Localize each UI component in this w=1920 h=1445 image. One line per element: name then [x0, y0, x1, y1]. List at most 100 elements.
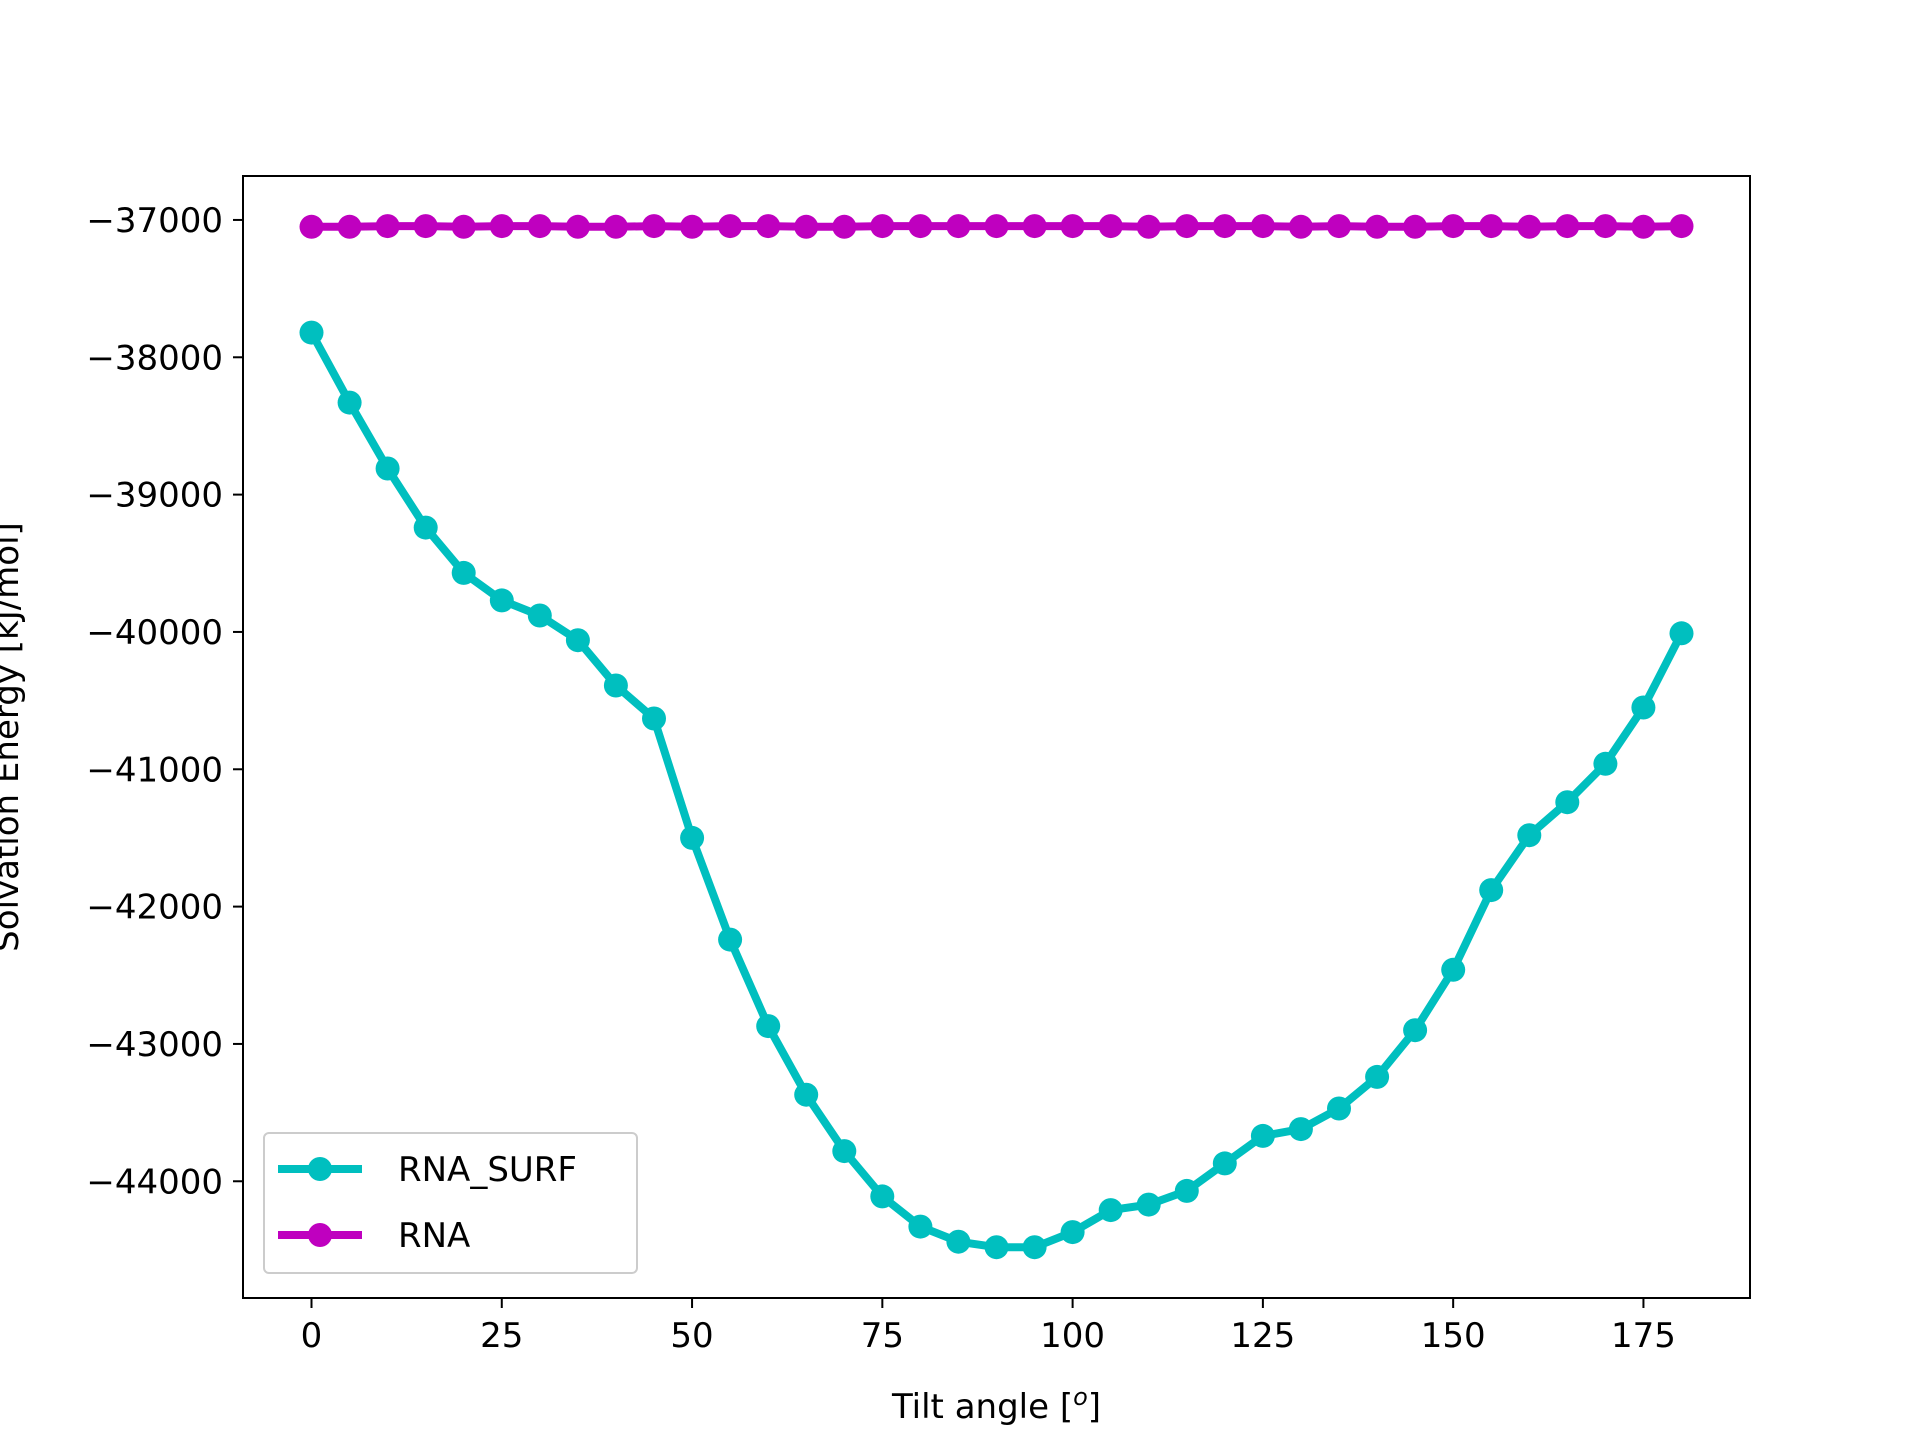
legend-items: RNA_SURF RNA — [278, 1150, 577, 1256]
data-point — [413, 515, 438, 540]
x-axis: 0 25 50 75 100 125 150 175 — [301, 1298, 1676, 1356]
data-point — [1631, 695, 1656, 720]
data-point — [642, 214, 666, 239]
data-point — [1669, 214, 1694, 239]
legend: RNA_SURF RNA — [263, 1132, 638, 1274]
data-point — [1631, 214, 1656, 239]
y-tick-label: −41000 — [86, 750, 223, 790]
data-point — [1327, 1096, 1351, 1121]
data-point — [527, 214, 552, 239]
data-point — [603, 673, 628, 698]
data-point — [756, 1014, 781, 1039]
legend-swatch-marker — [308, 1157, 332, 1181]
data-point — [1136, 214, 1161, 239]
data-point — [1441, 957, 1466, 982]
data-point — [642, 706, 666, 731]
data-point — [1593, 214, 1618, 239]
data-point — [1365, 1064, 1390, 1089]
data-point — [908, 214, 933, 239]
data-point — [1555, 214, 1580, 239]
data-point — [1098, 1198, 1123, 1223]
x-tick-label: 150 — [1421, 1316, 1486, 1356]
data-point — [908, 1214, 933, 1239]
data-point — [1174, 1178, 1199, 1203]
data-point — [870, 214, 895, 239]
data-point — [1669, 621, 1694, 646]
data-point — [337, 214, 362, 239]
data-point — [1174, 214, 1199, 239]
series-rna-surf — [299, 320, 1694, 1260]
data-point — [1403, 214, 1428, 239]
x-tick-label: 25 — [480, 1316, 523, 1356]
data-point — [1479, 214, 1504, 239]
x-tick-label: 0 — [301, 1316, 323, 1356]
data-point — [299, 214, 324, 239]
data-point — [451, 560, 476, 585]
data-point — [984, 214, 1009, 239]
data-point — [1441, 214, 1466, 239]
data-point — [1250, 1123, 1275, 1148]
data-point — [1288, 1117, 1313, 1142]
y-tick-label: −38000 — [86, 338, 223, 378]
y-axis: −37000 −38000 −39000 −40000 −41000 −42000 −430… — [86, 201, 243, 1202]
data-point — [756, 214, 781, 239]
data-point — [832, 1139, 857, 1164]
data-point — [1022, 214, 1047, 239]
x-tick-label: 75 — [861, 1316, 904, 1356]
plot-frame — [242, 175, 1751, 1299]
y-tick-label: −44000 — [86, 1162, 223, 1202]
data-point — [718, 927, 743, 952]
data-point — [375, 456, 400, 481]
data-point — [1060, 1220, 1085, 1245]
x-tick-label: 175 — [1611, 1316, 1676, 1356]
legend-swatch-marker — [308, 1223, 332, 1247]
data-point — [489, 588, 514, 613]
y-tick-label: −42000 — [86, 888, 223, 928]
x-tick-label: 125 — [1230, 1316, 1295, 1356]
data-point — [1479, 878, 1504, 903]
data-point — [603, 214, 628, 239]
y-tick-label: −40000 — [86, 613, 223, 653]
data-point — [299, 320, 324, 345]
data-point — [1250, 214, 1275, 239]
series-rna — [299, 214, 1694, 239]
data-point — [337, 390, 362, 415]
data-point — [680, 825, 705, 850]
series-layer — [299, 214, 1694, 1260]
data-point — [1098, 214, 1123, 239]
data-point — [1288, 214, 1313, 239]
data-point — [413, 214, 438, 239]
data-point — [794, 214, 819, 239]
data-point — [1327, 214, 1351, 239]
data-point — [1212, 1151, 1237, 1176]
legend-label: RNA_SURF — [398, 1150, 577, 1190]
data-point — [832, 214, 857, 239]
data-point — [1136, 1192, 1161, 1217]
data-point — [794, 1082, 819, 1107]
data-point — [946, 1229, 971, 1254]
data-point — [680, 214, 705, 239]
data-point — [451, 214, 476, 239]
data-point — [946, 214, 971, 239]
data-point — [527, 603, 552, 628]
x-tick-label: 50 — [670, 1316, 713, 1356]
data-point — [1060, 214, 1085, 239]
y-tick-label: −39000 — [86, 476, 223, 516]
y-tick-label: −43000 — [86, 1025, 223, 1065]
data-point — [984, 1235, 1009, 1260]
data-point — [375, 214, 400, 239]
data-point — [1022, 1235, 1047, 1260]
data-point — [1403, 1018, 1428, 1043]
data-point — [1517, 823, 1542, 848]
data-point — [1517, 214, 1542, 239]
data-point — [1555, 790, 1580, 815]
data-point — [870, 1184, 895, 1209]
y-tick-label: −37000 — [86, 201, 223, 241]
x-axis-label: Tilt angle [o] — [891, 1383, 1101, 1427]
y-axis-label: Solvation Energy [kJ/mol] — [0, 522, 27, 952]
data-point — [718, 214, 743, 239]
legend-label: RNA — [398, 1216, 470, 1256]
x-tick-label: 100 — [1040, 1316, 1105, 1356]
